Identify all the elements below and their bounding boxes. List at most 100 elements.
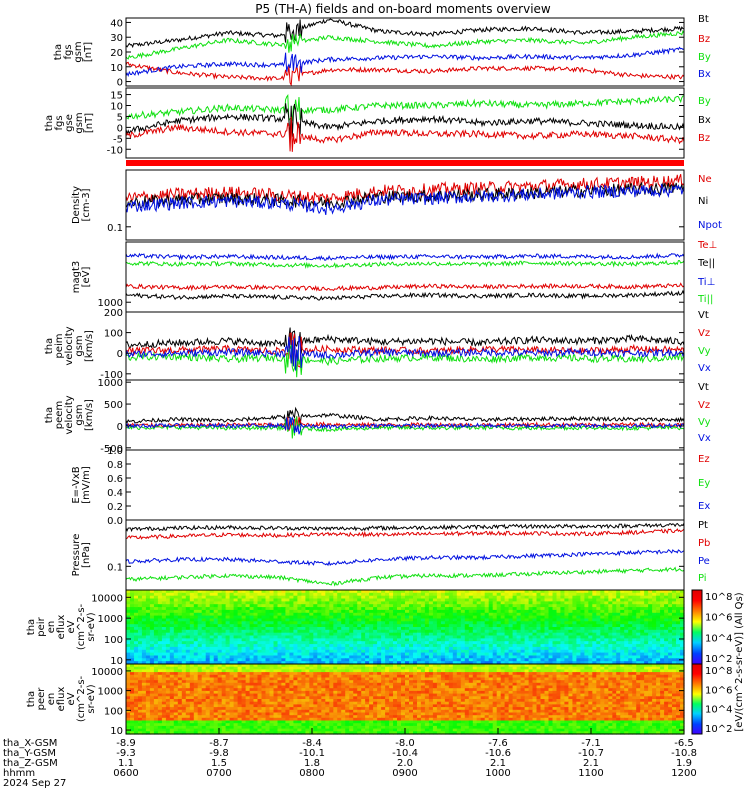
heatmap-cell	[548, 646, 554, 651]
heatmap-cell	[130, 661, 135, 665]
heatmap-cell	[341, 629, 346, 634]
heatmap-cell	[409, 627, 414, 631]
heatmap-cell	[452, 666, 458, 670]
heatmap-cell	[401, 658, 406, 662]
heatmap-cell	[177, 590, 183, 594]
heatmap-cell	[592, 627, 597, 631]
y-axis-label: sr-eV)	[86, 612, 97, 641]
heatmap-cell	[516, 592, 522, 597]
heatmap-cell	[393, 632, 398, 637]
heatmap-cell	[273, 677, 279, 681]
heatmap-cell	[157, 635, 163, 639]
heatmap-cell	[257, 618, 263, 622]
heatmap-cell	[460, 644, 466, 648]
heatmap-cell	[177, 604, 183, 608]
heatmap-cell	[325, 624, 330, 628]
heatmap-cell	[536, 680, 542, 684]
series-line-Vz	[125, 416, 685, 431]
heatmap-cell	[209, 677, 215, 681]
heatmap-cell	[345, 612, 350, 617]
heatmap-cell	[365, 607, 370, 611]
heatmap-cell	[134, 604, 139, 608]
heatmap-cell	[500, 618, 506, 622]
heatmap-cell	[628, 604, 633, 608]
heatmap-cell	[377, 598, 382, 602]
heatmap-cell	[456, 644, 462, 648]
heatmap-cell	[373, 669, 378, 673]
heatmap-cell	[237, 618, 243, 622]
heatmap-cell	[181, 590, 187, 594]
heatmap-cell	[640, 635, 645, 639]
heatmap-cell	[588, 664, 593, 668]
heatmap-cell	[361, 635, 366, 639]
heatmap-cell	[161, 627, 167, 631]
heatmap-cell	[185, 601, 191, 605]
heatmap-cell	[237, 638, 243, 642]
heatmap-cell	[377, 621, 382, 625]
heatmap-cell	[265, 644, 271, 648]
heatmap-cell	[672, 629, 677, 634]
heatmap-cell	[492, 607, 498, 611]
heatmap-cell	[301, 595, 306, 600]
heatmap-cell	[680, 680, 685, 684]
heatmap-cell	[126, 629, 131, 634]
heatmap-cell	[313, 638, 318, 642]
heatmap-cell	[528, 590, 534, 594]
heatmap-cell	[193, 635, 199, 639]
heatmap-cell	[512, 598, 518, 602]
heatmap-cell	[217, 624, 223, 628]
heatmap-cell	[508, 661, 514, 665]
heatmap-cell	[409, 669, 414, 673]
heatmap-cell	[568, 658, 573, 662]
heatmap-cell	[668, 677, 673, 681]
heatmap-cell	[664, 674, 669, 679]
heatmap-cell	[640, 621, 645, 625]
heatmap-cell	[476, 664, 482, 668]
heatmap-cell	[620, 682, 625, 687]
heatmap-cell	[552, 682, 558, 687]
heatmap-cell	[417, 680, 422, 684]
heatmap-cell	[233, 641, 239, 645]
heatmap-cell	[126, 612, 131, 617]
heatmap-cell	[193, 629, 199, 634]
heatmap-cell	[556, 664, 562, 668]
heatmap-cell	[464, 674, 470, 679]
heatmap-cell	[309, 649, 314, 654]
heatmap-cell	[440, 638, 446, 642]
heatmap-cell	[369, 658, 374, 662]
heatmap-cell	[592, 607, 597, 611]
heatmap-cell	[285, 632, 290, 637]
heatmap-cell	[181, 672, 187, 676]
heatmap-cell	[217, 652, 223, 656]
y-tick-label: 1000	[98, 614, 123, 625]
heatmap-cell	[560, 677, 565, 681]
heatmap-cell	[476, 598, 482, 602]
heatmap-cell	[161, 635, 167, 639]
heatmap-cell	[564, 655, 569, 659]
heatmap-cell	[289, 590, 294, 594]
heatmap-cell	[532, 595, 538, 600]
heatmap-cell	[409, 680, 414, 684]
heatmap-cell	[652, 627, 657, 631]
heatmap-cell	[628, 635, 633, 639]
heatmap-cell	[632, 672, 637, 676]
heatmap-cell	[636, 646, 641, 651]
heatmap-cell	[221, 629, 227, 634]
heatmap-cell	[269, 649, 275, 654]
heatmap-cell	[329, 618, 334, 622]
heatmap-cell	[157, 649, 163, 654]
heatmap-cell	[660, 621, 665, 625]
heatmap-cell	[672, 592, 677, 597]
heatmap-cell	[389, 664, 394, 668]
heatmap-cell	[126, 635, 131, 639]
heatmap-cell	[285, 590, 290, 594]
y-tick-label: 10	[110, 656, 123, 667]
heatmap-cell	[409, 624, 414, 628]
heatmap-cell	[277, 641, 283, 645]
heatmap-cell	[432, 682, 438, 687]
heatmap-cell	[456, 641, 462, 645]
heatmap-cell	[157, 598, 163, 602]
heatmap-cell	[488, 615, 494, 619]
heatmap-cell	[536, 624, 542, 628]
